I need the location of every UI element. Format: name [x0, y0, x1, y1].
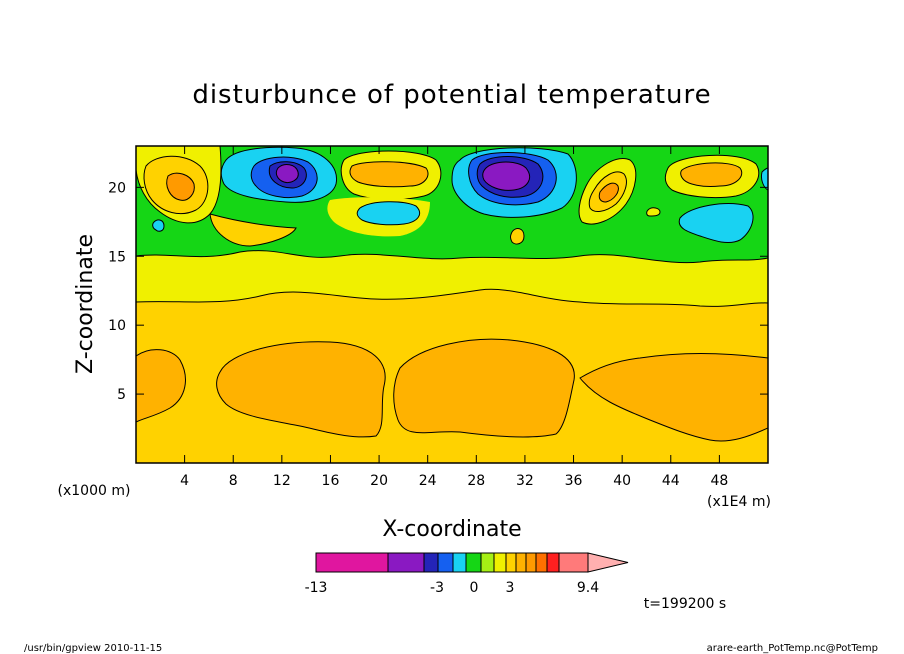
colorbar-swatch — [525, 552, 537, 573]
colorbar-swatch — [515, 552, 527, 573]
blob-orange-2 — [216, 341, 386, 438]
colorbar-swatch — [387, 552, 425, 573]
blob-orange-1 — [136, 349, 186, 423]
colorbar-arrow — [587, 552, 629, 573]
feature-orange-small — [510, 228, 525, 245]
feature-yellow-dot — [646, 207, 661, 217]
colorbar-swatch — [423, 552, 439, 573]
y-tick-label: 20 — [108, 180, 126, 196]
x-tick-label: 4 — [180, 473, 189, 489]
plot-frame — [135, 145, 769, 464]
footer-right: arare-earth_PotTemp.nc@PotTemp — [707, 643, 878, 654]
x-tick-label: 8 — [229, 473, 238, 489]
feature-cyan-mid — [356, 201, 420, 226]
feature-orange-right2 — [680, 162, 743, 187]
colorbar — [315, 552, 629, 573]
time-label: t=199200 s — [644, 596, 726, 612]
colorbar-tick-label: -3 — [430, 580, 444, 596]
x-axis-label: X-coordinate — [382, 517, 521, 542]
chart-title: disturbunce of potential temperature — [192, 80, 711, 110]
colorbar-tick-label: 3 — [506, 580, 515, 596]
colorbar-swatch — [535, 552, 548, 573]
colorbar-tick-label: -13 — [305, 580, 328, 596]
feature-purple-1 — [275, 164, 299, 183]
colorbar-tick-label: 9.4 — [577, 580, 599, 596]
x-tick-label: 32 — [516, 473, 534, 489]
colorbar-swatch — [505, 552, 517, 573]
x-tick-label: 16 — [322, 473, 340, 489]
colorbar-swatch — [315, 552, 389, 573]
colorbar-swatch — [452, 552, 467, 573]
y-unit-label: (x1000 m) — [58, 483, 131, 499]
feature-cyan-left-dot — [152, 219, 165, 232]
x-tick-label: 20 — [370, 473, 388, 489]
y-tick-label: 10 — [108, 318, 126, 334]
x-tick-label: 48 — [710, 473, 728, 489]
feature-dark-orange-right1 — [598, 182, 619, 203]
plot-area — [136, 146, 768, 463]
colorbar-ticks: -13 -3 0 3 9.4 — [305, 580, 600, 596]
blob-orange-4 — [579, 353, 768, 442]
y-axis-label: Z-coordinate — [73, 234, 98, 374]
x-tick-label: 28 — [467, 473, 485, 489]
y-tick-label: 5 — [117, 387, 126, 403]
colorbar-swatch — [465, 552, 482, 573]
feature-cyan-edge — [761, 167, 768, 191]
x-unit-label: (x1E4 m) — [707, 494, 771, 510]
feature-orange-mid — [349, 161, 429, 188]
colorbar-swatch — [558, 552, 589, 573]
x-tick-label: 44 — [662, 473, 680, 489]
feature-dark-orange-left — [166, 172, 195, 201]
y-tick-label: 15 — [108, 249, 126, 265]
x-tick-label: 40 — [613, 473, 631, 489]
x-axis: 4 8 12 16 20 24 28 32 36 40 44 48 — [180, 146, 728, 489]
colorbar-swatch — [546, 552, 560, 573]
colorbar-swatch — [437, 552, 454, 573]
colorbar-swatch — [480, 552, 495, 573]
x-tick-label: 24 — [419, 473, 437, 489]
feature-cyan-right — [678, 203, 754, 243]
feature-purple-2 — [482, 161, 530, 191]
x-tick-label: 36 — [565, 473, 583, 489]
feature-orange-tail — [209, 213, 297, 247]
y-axis: 5 10 15 20 — [108, 180, 768, 403]
x-tick-label: 12 — [273, 473, 291, 489]
footer-left: /usr/bin/gpview 2010-11-15 — [24, 643, 162, 654]
colorbar-swatch — [493, 552, 507, 573]
colorbar-tick-label: 0 — [470, 580, 479, 596]
blob-orange-3 — [393, 338, 575, 438]
